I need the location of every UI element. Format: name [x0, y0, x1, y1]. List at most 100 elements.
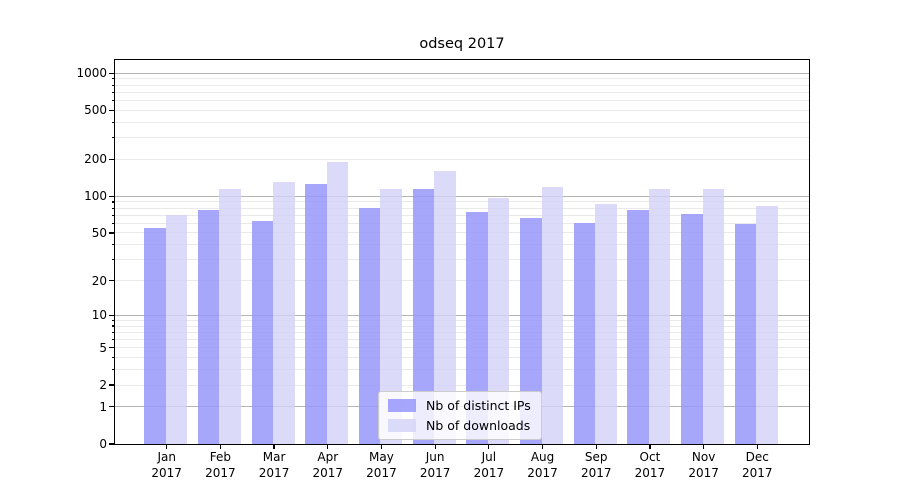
y-minor-tick — [111, 222, 114, 224]
plot-area: Nb of distinct IPs Nb of downloads — [114, 59, 810, 445]
x-tick-label: Oct 2017 — [620, 450, 680, 481]
x-tick-year: 2017 — [205, 465, 236, 480]
x-tick-year: 2017 — [312, 465, 344, 480]
legend-item: Nb of downloads — [388, 418, 531, 433]
x-tick-label: May 2017 — [351, 450, 411, 481]
y-minor-tick — [111, 319, 114, 322]
x-tick-label: Dec 2017 — [727, 450, 787, 481]
y-minor-tick — [111, 207, 114, 209]
y-minor-tick — [111, 369, 114, 371]
bar-downloads — [165, 215, 188, 444]
gridline-minor — [115, 347, 809, 349]
gridline-minor — [115, 222, 809, 224]
y-tick-label: 500 — [84, 103, 107, 118]
y-minor-tick — [111, 384, 114, 386]
x-tick-month: Mar — [262, 450, 286, 464]
y-tick-label: 200 — [84, 152, 107, 167]
y-minor-tick — [111, 331, 114, 333]
legend-swatch-downloads — [388, 419, 416, 432]
y-tick-label: 100 — [84, 189, 107, 204]
x-tick — [380, 444, 383, 449]
legend-item: Nb of distinct IPs — [388, 398, 531, 413]
x-tick-month: May — [369, 450, 394, 464]
gridline-minor — [115, 84, 809, 86]
x-tick-label: Apr 2017 — [298, 450, 358, 481]
gridline-minor — [115, 158, 809, 160]
legend-label: Nb of downloads — [426, 418, 531, 433]
x-tick-year: 2017 — [419, 465, 451, 480]
y-minor-tick — [111, 158, 114, 160]
bar-downloads — [434, 171, 456, 444]
x-tick-month: Oct — [639, 450, 661, 464]
y-minor-tick — [111, 347, 114, 349]
x-tick-year: 2017 — [580, 465, 612, 480]
gridline-minor — [115, 137, 809, 139]
x-tick-year: 2017 — [688, 465, 719, 480]
gridline-minor — [115, 121, 809, 123]
y-minor-tick — [111, 109, 114, 111]
y-minor-tick — [111, 325, 114, 327]
y-minor-tick — [111, 100, 114, 102]
y-minor-tick — [111, 78, 114, 80]
gridline-minor — [115, 339, 809, 341]
y-minor-tick — [111, 121, 114, 123]
x-tick — [595, 444, 597, 449]
y-minor-tick — [111, 338, 114, 341]
x-tick — [649, 444, 651, 449]
x-tick-year: 2017 — [258, 465, 290, 480]
bar-downloads — [595, 203, 617, 444]
gridline-minor — [115, 214, 809, 216]
x-tick — [434, 444, 436, 449]
bar-downloads — [487, 197, 510, 444]
x-tick — [219, 444, 221, 449]
gridline-minor — [115, 357, 809, 359]
x-tick — [541, 444, 544, 449]
bar-downloads — [702, 188, 725, 444]
x-tick — [166, 444, 168, 449]
y-minor-tick — [111, 280, 114, 282]
x-tick-label: Sep 2017 — [566, 450, 626, 481]
x-tick — [756, 444, 758, 449]
gridline-minor — [115, 201, 809, 203]
bar-distinct-ips — [681, 213, 703, 444]
y-tick-label: 2 — [99, 378, 107, 393]
gridline-minor — [115, 325, 809, 327]
y-minor-tick — [111, 137, 114, 139]
bar-distinct-ips — [412, 188, 435, 444]
x-tick-month: Dec — [745, 450, 769, 464]
y-minor-tick — [111, 201, 114, 203]
gridline-minor — [115, 369, 809, 371]
x-tick-label: Mar 2017 — [244, 450, 304, 481]
x-tick — [327, 444, 329, 449]
x-tick-year: 2017 — [151, 465, 182, 480]
y-tick-label: 50 — [91, 225, 107, 240]
bar-distinct-ips — [305, 184, 327, 444]
legend-swatch-distinct-ips — [388, 399, 416, 412]
bar-distinct-ips — [573, 222, 596, 444]
bar-distinct-ips — [197, 209, 220, 444]
x-tick-label: Jan 2017 — [137, 450, 197, 481]
gridline-minor — [115, 280, 809, 282]
bar-downloads — [219, 188, 241, 444]
x-tick-year: 2017 — [366, 465, 397, 480]
x-tick-month: Jan — [157, 450, 176, 464]
y-tick-label: 1000 — [76, 66, 107, 81]
x-tick-month: Aug — [530, 450, 555, 464]
bar-distinct-ips — [358, 208, 381, 444]
x-tick-label: Jul 2017 — [459, 450, 519, 481]
x-tick-label: Aug 2017 — [513, 450, 573, 481]
x-tick-month: Jul — [481, 450, 497, 464]
y-tick — [109, 314, 114, 316]
gridline-major — [115, 314, 809, 316]
bar-downloads — [541, 186, 564, 444]
x-tick-year: 2017 — [634, 465, 666, 480]
y-tick-label: 20 — [91, 273, 107, 288]
gridline-major — [115, 195, 809, 197]
x-tick — [273, 444, 275, 449]
x-tick-label: Feb 2017 — [190, 450, 250, 481]
bar-distinct-ips — [251, 220, 274, 444]
y-tick — [109, 72, 114, 74]
x-tick-month: Jun — [425, 450, 445, 464]
gridline-minor — [115, 259, 809, 261]
x-tick-year: 2017 — [473, 465, 505, 480]
